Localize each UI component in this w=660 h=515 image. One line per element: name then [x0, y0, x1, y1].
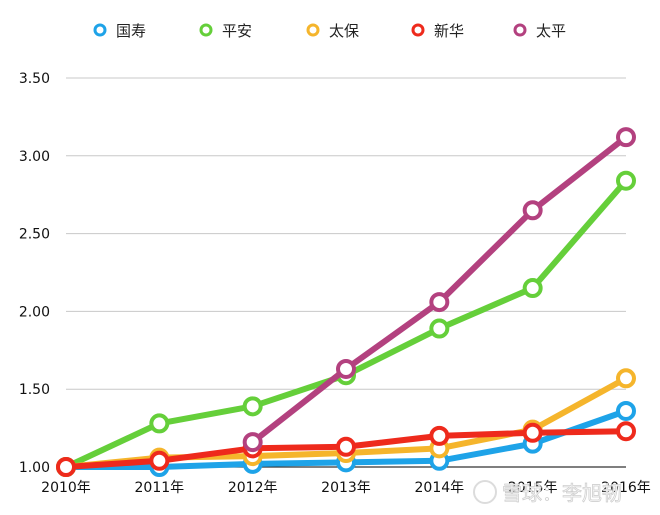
x-tick-label: 2016年 [601, 480, 651, 496]
data-point [149, 413, 170, 434]
data-point [616, 127, 636, 148]
data-point [336, 358, 356, 379]
series-line [249, 134, 629, 446]
x-tick-label: 2014年 [415, 480, 465, 496]
y-tick-label: 2.50 [19, 227, 50, 243]
legend-label: 太平 [536, 22, 566, 40]
x-tick-label: 2011年 [135, 480, 185, 496]
watermark-logo-icon [473, 480, 497, 504]
x-axis: 2010年 2011年 2012年 2013年 2014年 2015年 2016年 [41, 480, 651, 496]
data-point [616, 400, 636, 421]
y-tick-label: 1.00 [19, 460, 50, 476]
series-4 [56, 421, 636, 477]
legend-item: 新华 [411, 22, 464, 40]
data-point [242, 396, 263, 417]
legend-label: 太保 [329, 22, 359, 40]
legend-marker-icon [411, 23, 425, 37]
data-point [56, 457, 76, 477]
legend-item: 国寿 [93, 22, 146, 40]
series-layer [56, 127, 636, 477]
data-point [616, 421, 636, 442]
data-point [616, 368, 636, 389]
watermark: 雪球：李旭韧 [473, 480, 622, 505]
x-tick-label: 2012年 [228, 480, 278, 496]
data-point [522, 200, 543, 221]
data-point [149, 450, 170, 471]
data-point [616, 170, 636, 191]
legend-label: 国寿 [116, 22, 146, 40]
legend-item: 太平 [513, 22, 566, 40]
legend-marker-icon [93, 23, 107, 37]
legend-marker-icon [513, 23, 527, 37]
x-tick-label: 2013年 [321, 480, 371, 496]
x-tick-label: 2010年 [41, 480, 91, 496]
legend-label: 平安 [222, 22, 252, 40]
y-tick-label: 1.50 [19, 382, 50, 398]
watermark-text: 雪球：李旭韧 [502, 481, 622, 505]
series-5 [242, 127, 636, 453]
data-point [429, 292, 450, 313]
grid [66, 77, 626, 468]
legend-label: 新华 [434, 22, 464, 40]
x-tick-label: 2015年 [508, 480, 558, 496]
y-tick-label: 3.50 [19, 71, 50, 87]
y-tick-label: 2.00 [19, 304, 50, 320]
data-point [429, 425, 450, 446]
data-point [429, 318, 450, 339]
data-point [242, 432, 263, 453]
legend-marker-icon [306, 23, 320, 37]
data-point [336, 436, 356, 457]
legend-item: 太保 [306, 22, 359, 40]
y-axis: 1.00 1.50 2.00 2.50 3.00 3.50 [19, 71, 50, 476]
legend: 国寿 平安 太保 新华 太平 [93, 22, 566, 40]
legend-item: 平安 [199, 22, 252, 40]
data-point [522, 278, 543, 299]
y-tick-label: 3.00 [19, 149, 50, 165]
data-point [522, 422, 543, 443]
legend-marker-icon [199, 23, 213, 37]
